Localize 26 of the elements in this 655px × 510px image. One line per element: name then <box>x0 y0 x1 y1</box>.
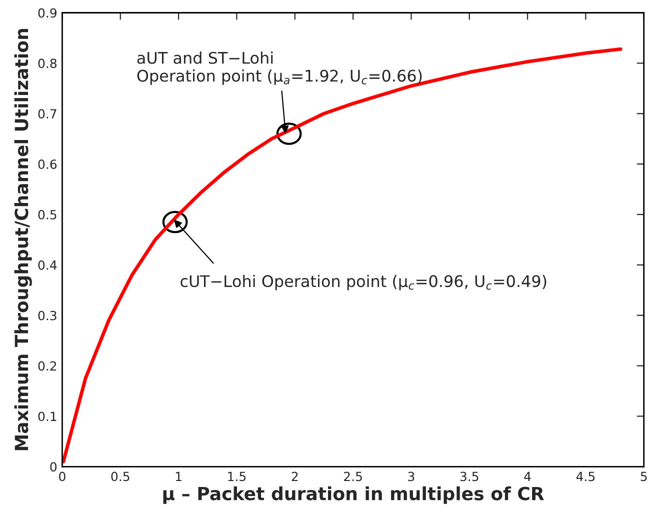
x-tick-label: 0.5 <box>111 472 130 482</box>
x-tick-label: 5 <box>640 472 647 482</box>
y-tick-label: 0.4 <box>38 260 57 270</box>
y-tick-label: 0.6 <box>38 160 57 169</box>
y-axis-title: Maximum Throughput/Channel Utilization <box>14 29 32 450</box>
x-axis-title: μ – Packet duration in multiples of CR <box>163 486 544 504</box>
y-tick-label: 0.8 <box>38 58 57 68</box>
x-tick-label: 2 <box>292 472 298 482</box>
x-tick-label: 0 <box>59 472 66 482</box>
y-tick-label: 0.1 <box>38 412 56 422</box>
x-tick-label: 1.5 <box>228 472 246 482</box>
y-tick-label: 0.9 <box>38 8 56 18</box>
y-tick-label: 0 <box>50 462 57 472</box>
y-tick-label: 0.7 <box>38 109 56 119</box>
x-tick-label: 2.5 <box>344 472 362 482</box>
x-tick-label: 3.5 <box>460 472 478 482</box>
x-tick-label: 4 <box>524 472 531 482</box>
y-tick-label: 0.5 <box>38 210 56 220</box>
x-tick-label: 3 <box>408 472 414 482</box>
y-tick-label: 0.2 <box>38 361 56 371</box>
y-tick-label: 0.3 <box>38 310 56 320</box>
x-tick-label: 1 <box>176 472 182 482</box>
x-tick-label: 4.5 <box>576 472 595 482</box>
line-series <box>62 47 622 464</box>
annotation: aUT and ST−Lohi Operation point (μ$_{a}$=1.92, U$_{c}$=0.66) <box>137 52 422 85</box>
annotation: cUT−Lohi Operation point (μ$_{c}$=0.96, U$_{c}$=0.49) <box>180 274 546 290</box>
